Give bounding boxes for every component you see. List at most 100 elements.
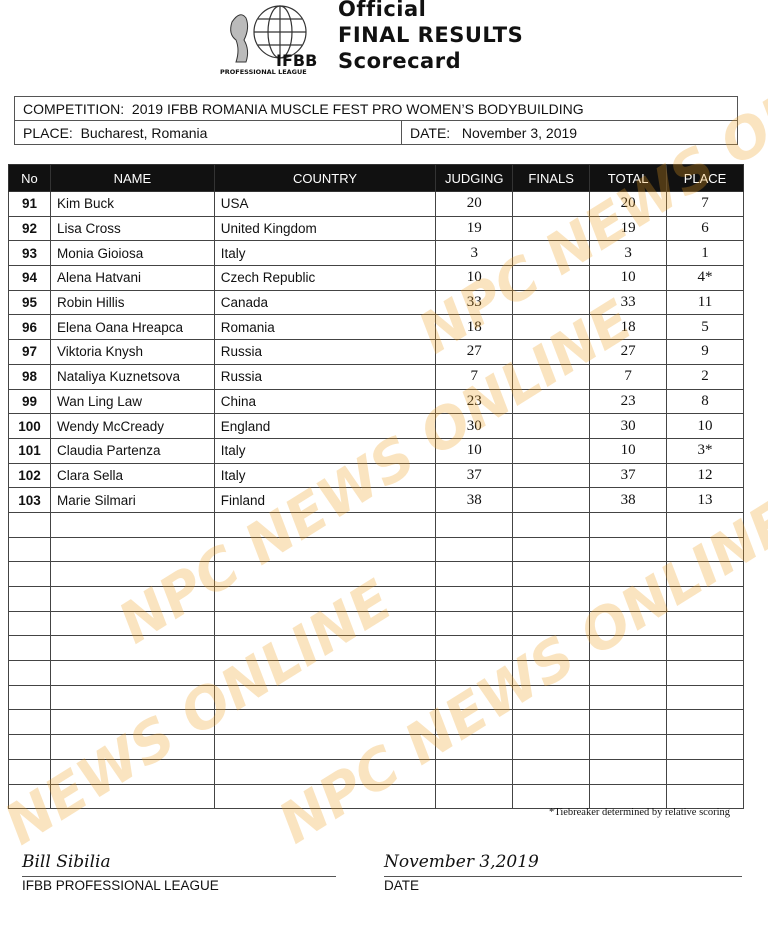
empty-row [8, 561, 744, 587]
total-cell: 27 [589, 339, 668, 365]
signature-org: IFBB PROFESSIONAL LEAGUE [22, 878, 219, 893]
empty-cell [666, 610, 744, 637]
country-cell: Finland [213, 487, 437, 513]
place-cell: 11 [666, 289, 744, 316]
empty-row [8, 635, 744, 662]
column-header-name: NAME [49, 164, 215, 192]
empty-cell [49, 586, 215, 612]
empty-cell [435, 511, 514, 538]
judging-cell: 10 [435, 265, 514, 291]
number-cell: 96 [8, 314, 51, 341]
country-cell: England [213, 413, 437, 439]
empty-cell [8, 635, 51, 662]
empty-cell [435, 783, 514, 810]
empty-cell [589, 660, 668, 686]
country-cell: Czech Republic [213, 265, 437, 291]
judging-cell: 30 [435, 413, 514, 439]
table-row: 92 Lisa Cross United Kingdom 19 19 6 [8, 215, 744, 242]
empty-row [8, 684, 744, 711]
total-cell: 19 [589, 215, 668, 242]
empty-cell [666, 734, 744, 760]
empty-cell [512, 684, 591, 711]
table-row: 97 Viktoria Knysh Russia 27 27 9 [8, 339, 744, 365]
judging-cell: 10 [435, 437, 514, 464]
number-cell: 91 [8, 191, 51, 217]
finals-cell [512, 265, 591, 291]
empty-cell [435, 734, 514, 760]
table-row: 98 Nataliya Kuznetsova Russia 7 7 2 [8, 363, 744, 390]
number-cell: 100 [8, 413, 51, 439]
empty-cell [49, 709, 215, 736]
empty-cell [49, 660, 215, 686]
empty-cell [435, 758, 514, 785]
date-value: November 3, 2019 [461, 124, 578, 141]
country-cell: Italy [213, 462, 437, 489]
ifbb-pro-league-logo: IFBB PROFESSIONAL LEAGUE [218, 2, 330, 76]
country-cell: China [213, 388, 437, 415]
name-cell: Claudia Partenza [49, 437, 215, 464]
empty-cell [589, 586, 668, 612]
empty-cell [512, 734, 591, 760]
signature-date-label: DATE [384, 878, 420, 893]
empty-cell [666, 536, 744, 563]
title-line-scorecard: Scorecard [338, 49, 462, 73]
empty-cell [213, 758, 437, 785]
empty-cell [666, 684, 744, 711]
country-cell: Canada [213, 289, 437, 316]
total-cell: 10 [589, 265, 668, 291]
column-header-judging: JUDGING [435, 164, 514, 192]
signature-date-line: November 3,2019 [384, 852, 742, 877]
empty-cell [8, 758, 51, 785]
place-cell: 4* [666, 265, 744, 291]
column-header-country: COUNTRY [213, 164, 437, 192]
column-header-total: TOTAL [589, 164, 668, 192]
empty-cell [512, 610, 591, 637]
judging-cell: 19 [435, 215, 514, 242]
empty-cell [8, 684, 51, 711]
empty-cell [589, 635, 668, 662]
empty-cell [666, 635, 744, 662]
place-cell: 6 [666, 215, 744, 242]
empty-cell [49, 758, 215, 785]
empty-cell [8, 660, 51, 686]
judging-cell: 3 [435, 240, 514, 267]
table-row: 94 Alena Hatvani Czech Republic 10 10 4* [8, 265, 744, 291]
total-cell: 10 [589, 437, 668, 464]
empty-cell [49, 610, 215, 637]
judging-cell: 20 [435, 191, 514, 217]
empty-cell [589, 561, 668, 587]
number-cell: 95 [8, 289, 51, 316]
empty-cell [589, 758, 668, 785]
table-row: 101 Claudia Partenza Italy 10 10 3* [8, 437, 744, 464]
empty-cell [49, 635, 215, 662]
empty-cell [49, 684, 215, 711]
country-cell: USA [213, 191, 437, 217]
place-cell: 8 [666, 388, 744, 415]
finals-cell [512, 339, 591, 365]
place-cell: 5 [666, 314, 744, 341]
empty-cell [512, 709, 591, 736]
finals-cell [512, 191, 591, 217]
country-cell: Russia [213, 339, 437, 365]
empty-cell [435, 635, 514, 662]
finals-cell [512, 363, 591, 390]
table-row: 95 Robin Hillis Canada 33 33 11 [8, 289, 744, 316]
empty-cell [589, 709, 668, 736]
name-cell: Robin Hillis [49, 289, 215, 316]
empty-row [8, 660, 744, 686]
empty-row [8, 536, 744, 563]
finals-cell [512, 314, 591, 341]
signature-date: November 3,2019 [384, 852, 539, 872]
signature-name: Bill Sibilia [22, 852, 111, 872]
name-cell: Monia Gioiosa [49, 240, 215, 267]
place-cell: 10 [666, 413, 744, 439]
empty-cell [512, 635, 591, 662]
country-cell: Italy [213, 240, 437, 267]
total-cell: 18 [589, 314, 668, 341]
place-cell: 9 [666, 339, 744, 365]
finals-cell [512, 487, 591, 513]
empty-cell [666, 709, 744, 736]
judging-cell: 7 [435, 363, 514, 390]
name-cell: Wan Ling Law [49, 388, 215, 415]
empty-cell [49, 511, 215, 538]
